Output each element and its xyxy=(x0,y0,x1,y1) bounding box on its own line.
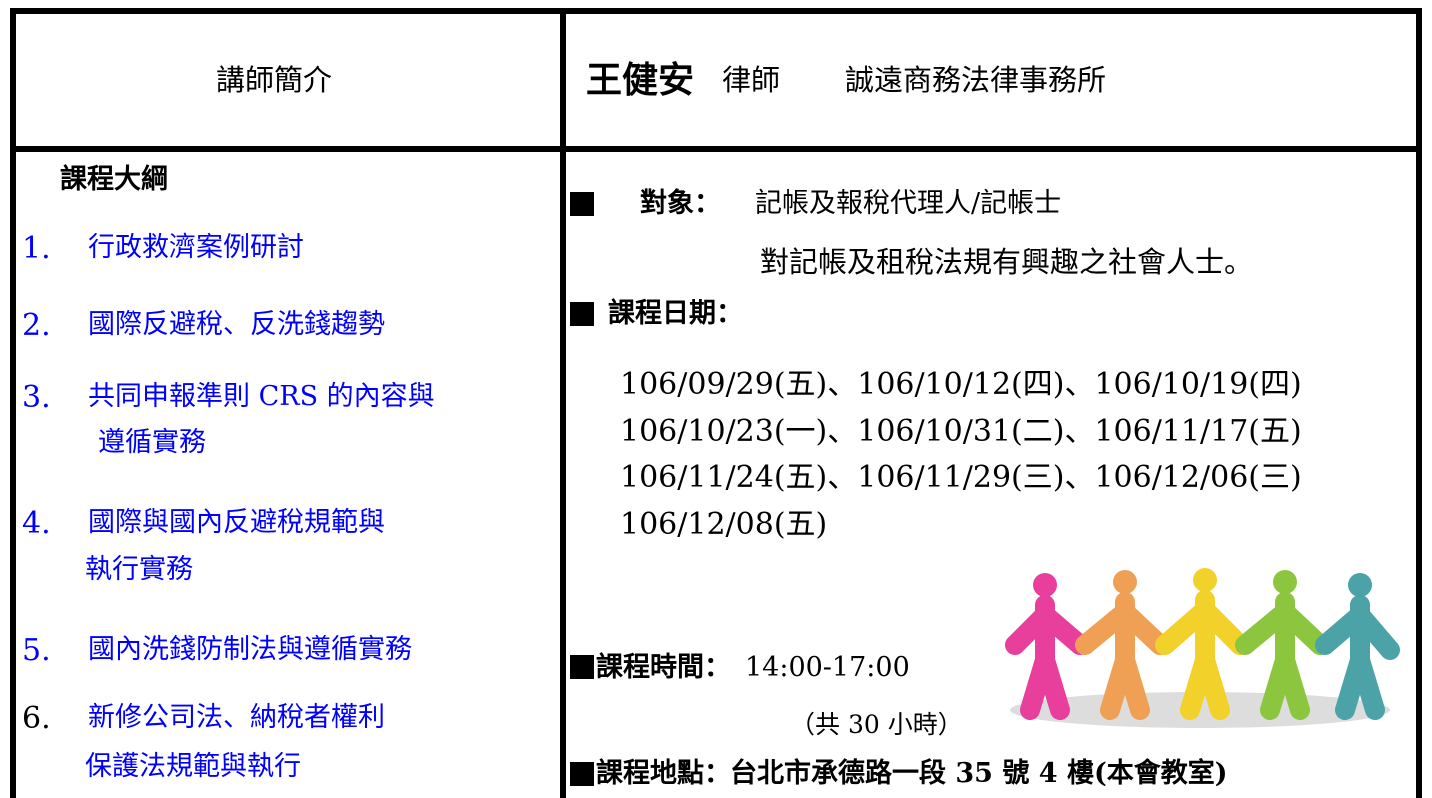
item-text: 遵循實務 xyxy=(98,427,206,458)
date-line: 106/12/08(五) xyxy=(620,506,828,542)
bullet xyxy=(570,655,594,679)
item-text: 新修公司法、納稅者權利 xyxy=(88,702,385,733)
item-text: 共同申報準則 CRS 的內容與 xyxy=(88,381,435,412)
bullet xyxy=(570,192,594,216)
lecturer-title: 律師 xyxy=(722,63,781,97)
bullet xyxy=(570,762,594,786)
location: 台北市承德路一段 35 號 4 樓(本會教室) xyxy=(730,758,1228,789)
border xyxy=(10,8,1422,14)
outline-heading: 課程大綱 xyxy=(60,164,168,195)
date-label: 課程日期： xyxy=(608,298,743,329)
border xyxy=(10,8,16,798)
item-number: 3. xyxy=(22,380,51,415)
audience: 記帳及報稅代理人/記帳士 xyxy=(755,188,1062,219)
lecturer-name: 王健安 xyxy=(586,59,695,101)
lecturer-firm: 誠遠商務法律事務所 xyxy=(845,63,1107,97)
date-line: 106/10/23(一)、106/10/31(二)、106/11/17(五) xyxy=(620,413,1302,449)
item-text: 國內洗錢防制法與遵循實務 xyxy=(88,634,412,665)
item-number: 4. xyxy=(22,506,51,541)
item-number: 5. xyxy=(22,633,51,668)
border xyxy=(10,146,1422,152)
item-text: 執行實務 xyxy=(85,554,193,585)
item-number: 1. xyxy=(22,231,51,266)
header-left: 講師簡介 xyxy=(216,63,333,97)
people-illustration xyxy=(1005,568,1400,728)
item-text: 國際反避稅、反洗錢趨勢 xyxy=(88,309,385,340)
item-number: 2. xyxy=(22,308,51,343)
time: 14:00-17:00 xyxy=(745,652,910,683)
location-label: 課程地點： xyxy=(596,758,731,789)
audience-label: 對象： xyxy=(640,188,721,219)
audience: 對記帳及租稅法規有興趣之社會人士。 xyxy=(760,245,1254,279)
item-number: 6. xyxy=(22,701,51,736)
border xyxy=(1416,8,1422,798)
date-line: 106/09/29(五)、106/10/12(四)、106/10/19(四) xyxy=(620,367,1302,402)
date-line: 106/11/24(五)、106/11/29(三)、106/12/06(三) xyxy=(620,460,1302,495)
hours: （共 30 小時） xyxy=(790,710,963,739)
item-text: 國際與國內反避稅規範與 xyxy=(88,507,385,538)
time-label: 課程時間： xyxy=(596,652,731,683)
border xyxy=(560,8,566,798)
item-text: 保護法規範與執行 xyxy=(85,751,301,782)
item-text: 行政救濟案例研討 xyxy=(88,232,304,263)
bullet xyxy=(570,302,594,326)
